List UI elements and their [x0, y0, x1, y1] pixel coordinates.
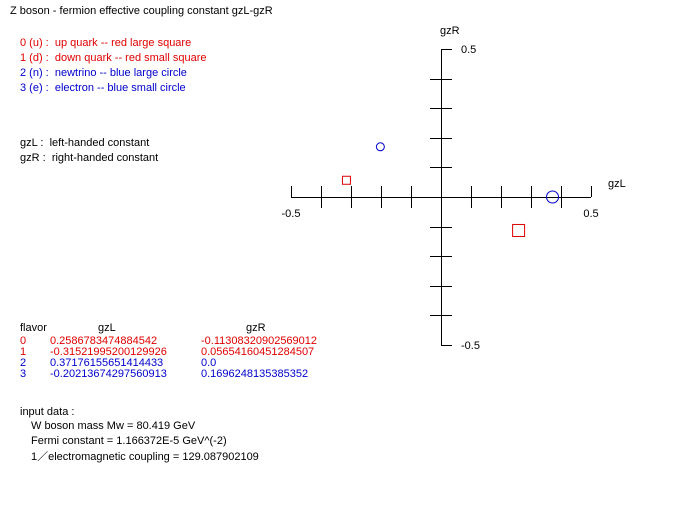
x-tick-label: -0.5: [282, 208, 301, 220]
def-gzl: gzL : left-handed constant: [20, 137, 150, 149]
data-point: [546, 190, 560, 204]
data-point: [375, 142, 385, 152]
data-point: [341, 175, 351, 185]
y-tick-label: 0.5: [461, 44, 476, 56]
legend-item-electron: 3 (e) : electron -- blue small circle: [20, 82, 186, 94]
y-axis-label: gzR: [440, 25, 460, 37]
input-line: W boson mass Mw = 80.419 GeV: [31, 420, 196, 432]
data-point: [512, 223, 526, 237]
header-flavor: flavor: [20, 322, 47, 334]
x-axis-label: gzL: [608, 178, 626, 190]
page-title: Z boson - fermion effective coupling con…: [10, 5, 273, 17]
y-tick-label: -0.5: [461, 340, 480, 352]
legend-item-up: 0 (u) : up quark -- red large square: [20, 37, 192, 49]
input-heading: input data :: [20, 406, 75, 418]
legend-item-down: 1 (d) : down quark -- red small square: [20, 52, 207, 64]
legend-item-neutrino: 2 (n) : newtrino -- blue large circle: [20, 67, 187, 79]
x-tick-label: 0.5: [583, 208, 598, 220]
header-gzl: gzL: [98, 322, 116, 334]
input-line: Fermi constant = 1.166372E-5 GeV^(-2): [31, 435, 227, 447]
def-gzr: gzR : right-handed constant: [20, 152, 159, 164]
input-line: 1／electromagnetic coupling = 129.0879021…: [31, 451, 259, 463]
header-gzr: gzR: [246, 322, 266, 334]
